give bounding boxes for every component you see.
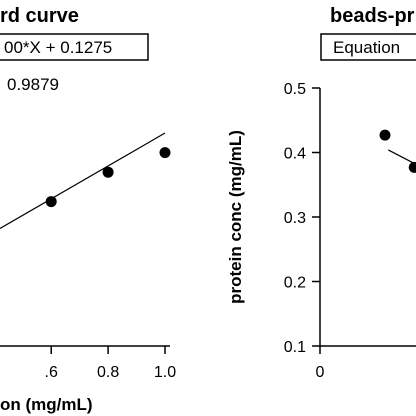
right-fit-line <box>387 149 415 164</box>
right-y-tick-label: 0.5 <box>284 81 306 98</box>
equation-box <box>0 33 149 61</box>
left-chart-title: rd curve <box>0 5 79 27</box>
r-squared-text: 0.9879 <box>7 75 59 94</box>
left-fit-line <box>0 132 166 230</box>
right-x-ticks: 0 <box>316 346 325 381</box>
left-data-point <box>45 196 57 208</box>
right-y-tick-label: 0.2 <box>284 275 306 292</box>
right-panel: beads-pr Equation 0.1 0.2 0.3 0.4 0.5 0 prot… <box>226 5 416 381</box>
left-data-points <box>45 147 171 208</box>
equation-text: 00*X + 0.1275 <box>4 38 112 57</box>
right-y-tick-label: 0.1 <box>284 339 306 356</box>
right-y-tick-label: 0.3 <box>284 210 306 227</box>
right-y-axis-label: protein conc (mg/mL) <box>226 130 245 304</box>
left-x-axis-label: on (mg/mL) <box>0 395 93 414</box>
left-data-point <box>102 166 114 178</box>
left-x-ticks: .6 0.8 1.0 <box>45 346 176 381</box>
left-data-point <box>159 147 171 159</box>
right-equation-box <box>320 33 416 61</box>
left-x-tick-label: 1.0 <box>154 364 176 381</box>
left-x-tick-label: 0.8 <box>97 364 119 381</box>
right-y-ticks: 0.1 0.2 0.3 0.4 0.5 <box>284 81 320 356</box>
right-equation-label: Equation <box>333 38 400 57</box>
right-data-point <box>379 129 391 141</box>
right-y-tick-label: 0.4 <box>284 146 306 163</box>
right-chart-title: beads-pr <box>330 5 415 27</box>
right-x-tick-label: 0 <box>316 364 325 381</box>
right-data-point <box>408 161 416 173</box>
right-data-points <box>379 129 416 173</box>
left-x-tick-label: .6 <box>45 364 58 381</box>
left-panel: rd curve 00*X + 0.1275 0.9879 .6 0.8 1.0 o… <box>0 5 176 414</box>
